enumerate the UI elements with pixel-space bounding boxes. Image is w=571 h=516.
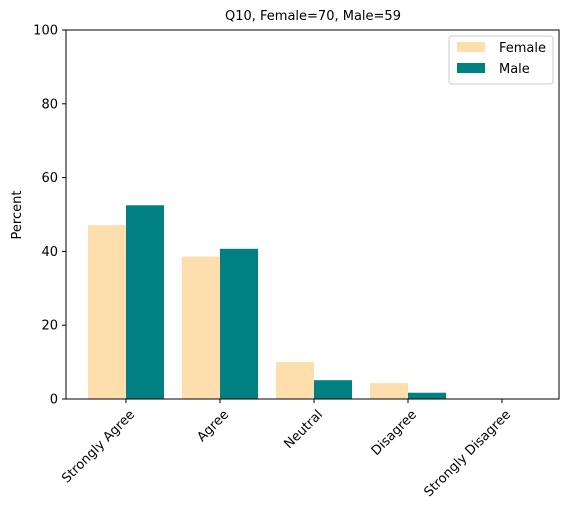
x-tick-label: Strongly Agree (59, 407, 138, 486)
legend-label-male: Male (499, 62, 530, 77)
bar-female-2 (276, 362, 314, 399)
bars-group (88, 205, 446, 399)
x-axis: Strongly Agree Agree Neutral Disagree Strong… (59, 399, 514, 500)
y-tick-label: 0 (50, 393, 58, 408)
y-axis: 0 20 40 60 80 100 (33, 24, 66, 408)
legend: Female Male (448, 35, 554, 85)
x-tick-label: Agree (194, 407, 232, 445)
x-tick-label: Disagree (369, 407, 420, 458)
bar-female-3 (370, 383, 408, 399)
bar-female-0 (88, 225, 126, 399)
y-tick-label: 100 (33, 24, 58, 39)
chart-title: Q10, Female=70, Male=59 (225, 9, 401, 24)
y-axis-label: Percent (10, 191, 25, 240)
bar-female-1 (182, 256, 220, 399)
bar-male-1 (220, 248, 258, 399)
bar-male-2 (314, 380, 352, 399)
bar-male-0 (126, 205, 164, 399)
legend-swatch-female (457, 42, 485, 52)
legend-swatch-male (457, 63, 485, 73)
y-tick-label: 20 (41, 319, 58, 334)
plot-frame (65, 29, 560, 400)
x-tick-label: Neutral (282, 407, 327, 452)
legend-label-female: Female (499, 41, 546, 56)
y-tick-label: 40 (41, 245, 58, 260)
y-tick-label: 60 (41, 171, 58, 186)
bar-male-3 (408, 392, 446, 399)
y-tick-label: 80 (41, 97, 58, 112)
x-tick-label: Strongly Disagree (421, 407, 514, 500)
